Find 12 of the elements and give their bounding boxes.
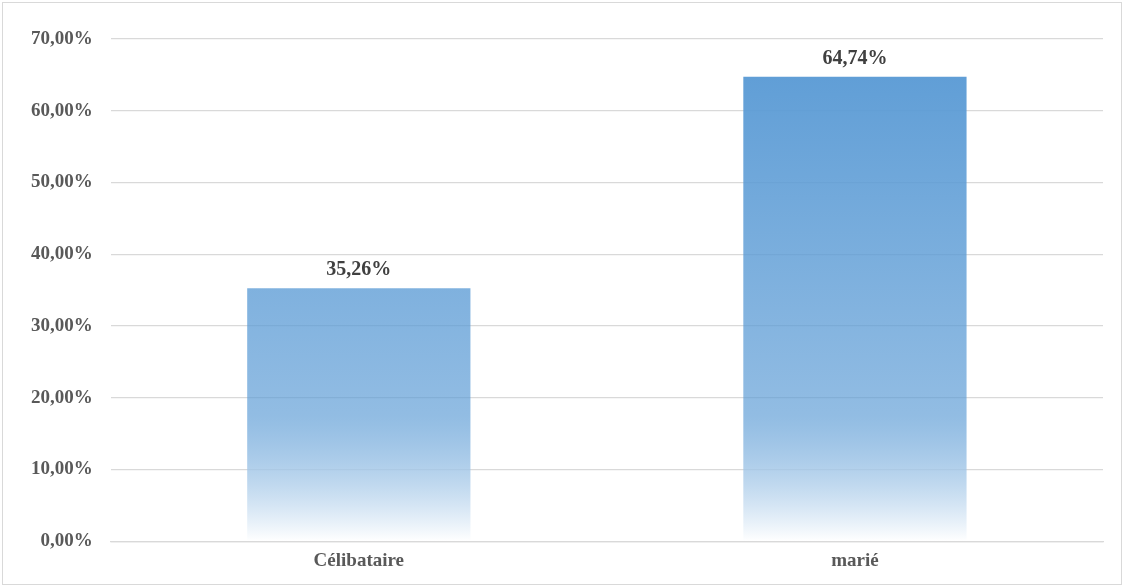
y-tick-label: 60,00% [31,98,93,120]
y-tick-label: 70,00% [31,26,93,48]
y-tick-label: 0,00% [40,529,93,551]
data-label: 64,74% [822,45,888,68]
x-tick-label: marié [831,548,879,570]
y-tick-label: 40,00% [31,242,93,264]
y-tick-label: 10,00% [31,457,93,479]
x-tick-label: Célibataire [313,548,405,570]
y-tick-label: 30,00% [31,313,93,335]
y-tick-label: 50,00% [31,170,93,192]
data-label: 35,26% [326,257,392,280]
y-tick-label: 20,00% [31,385,93,407]
